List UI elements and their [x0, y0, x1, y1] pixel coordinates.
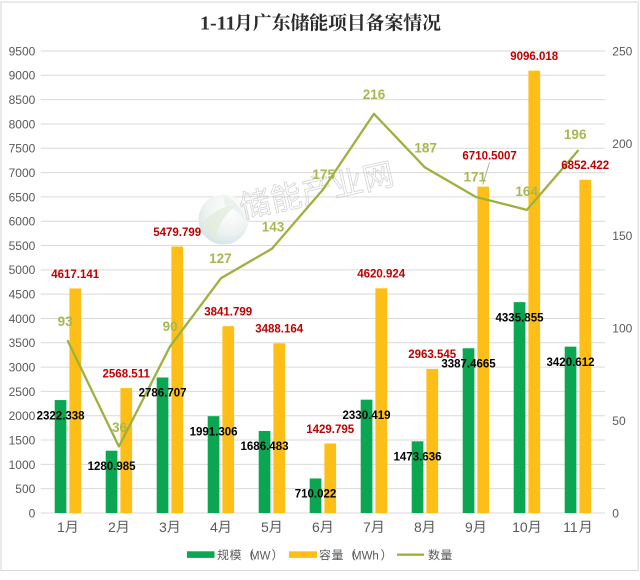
svg-text:1000: 1000	[9, 458, 36, 472]
svg-text:2500: 2500	[9, 385, 36, 399]
svg-text:5000: 5000	[9, 263, 36, 277]
svg-text:5479.799: 5479.799	[153, 227, 201, 239]
svg-text:2963.545: 2963.545	[408, 349, 457, 361]
svg-text:2330.419: 2330.419	[343, 410, 391, 422]
svg-text:2322.338: 2322.338	[37, 410, 86, 422]
svg-text:36: 36	[112, 420, 128, 435]
svg-text:7000: 7000	[9, 166, 36, 180]
svg-text:1500: 1500	[9, 434, 36, 448]
svg-text:7: 7	[363, 519, 371, 535]
svg-text:196: 196	[564, 127, 587, 142]
svg-text:2786.707: 2786.707	[139, 388, 187, 400]
svg-text:5: 5	[261, 519, 269, 535]
svg-text:7500: 7500	[9, 142, 36, 156]
svg-text:1991.306: 1991.306	[190, 426, 238, 438]
svg-text:200: 200	[612, 137, 632, 151]
svg-text:710.022: 710.022	[295, 489, 337, 501]
svg-text:500: 500	[15, 482, 35, 496]
svg-text:187: 187	[414, 140, 437, 155]
svg-text:1-11: 1-11	[200, 13, 236, 35]
svg-text:3420.612: 3420.612	[547, 357, 595, 369]
svg-text:2568.511: 2568.511	[103, 368, 151, 380]
svg-text:3841.799: 3841.799	[204, 307, 252, 319]
svg-text:9096.018: 9096.018	[510, 51, 559, 63]
svg-text:6500: 6500	[9, 190, 36, 204]
svg-text:0: 0	[29, 506, 36, 520]
svg-text:100: 100	[612, 322, 632, 336]
svg-text:143: 143	[262, 220, 285, 235]
svg-text:2000: 2000	[9, 409, 36, 423]
svg-text:1280.985: 1280.985	[88, 461, 137, 473]
svg-text:8: 8	[414, 519, 422, 535]
svg-text:5500: 5500	[9, 239, 36, 253]
svg-text:9000: 9000	[9, 69, 36, 83]
svg-text:6000: 6000	[9, 215, 36, 229]
svg-text:9500: 9500	[9, 44, 36, 58]
svg-text:3500: 3500	[9, 336, 36, 350]
svg-text:4335.855: 4335.855	[496, 312, 545, 324]
svg-text:11: 11	[563, 519, 578, 535]
svg-text:10: 10	[512, 519, 528, 535]
svg-text:6852.422: 6852.422	[561, 160, 609, 172]
svg-text:171: 171	[464, 170, 487, 185]
svg-text:1686.483: 1686.483	[241, 441, 289, 453]
svg-text:MW: MW	[250, 550, 271, 562]
svg-text:3488.164: 3488.164	[255, 324, 304, 336]
svg-text:50: 50	[612, 414, 626, 428]
svg-text:127: 127	[209, 251, 232, 266]
svg-text:216: 216	[363, 87, 386, 102]
svg-text:93: 93	[58, 314, 74, 329]
svg-text:4620.924: 4620.924	[357, 269, 406, 281]
svg-text:6710.5007: 6710.5007	[462, 151, 516, 163]
svg-text:4500: 4500	[9, 288, 36, 302]
svg-text:MWh: MWh	[352, 550, 379, 562]
svg-text:2: 2	[108, 519, 116, 535]
svg-text:1473.636: 1473.636	[394, 452, 442, 464]
svg-text:8000: 8000	[9, 117, 36, 131]
svg-text:90: 90	[163, 319, 178, 334]
svg-text:6: 6	[312, 519, 320, 535]
svg-text:3000: 3000	[9, 361, 36, 375]
svg-text:175: 175	[312, 167, 335, 182]
svg-text:1: 1	[57, 519, 65, 535]
svg-text:4617.141: 4617.141	[51, 269, 100, 281]
svg-text:3387.4665: 3387.4665	[441, 359, 496, 371]
svg-text:4000: 4000	[9, 312, 36, 326]
svg-text:0: 0	[612, 506, 619, 520]
svg-text:8500: 8500	[9, 93, 36, 107]
svg-text:9: 9	[465, 519, 473, 535]
svg-text:250: 250	[612, 44, 632, 58]
svg-text:150: 150	[612, 229, 632, 243]
svg-text:164: 164	[515, 184, 538, 199]
svg-text:4: 4	[210, 519, 218, 535]
svg-text:1429.795: 1429.795	[306, 424, 355, 436]
svg-text:3: 3	[159, 519, 167, 535]
